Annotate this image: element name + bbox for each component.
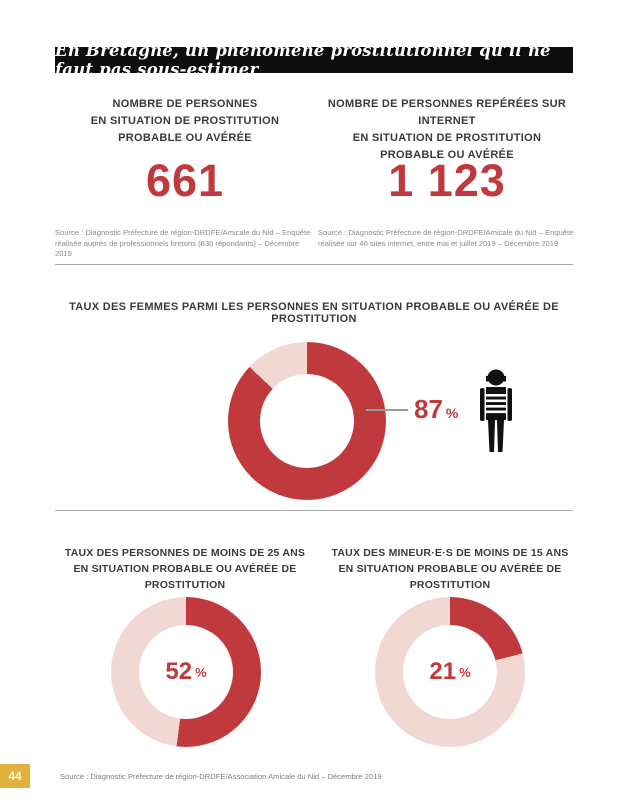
stat-right-source: Source : Diagnostic Préfecture de région… (318, 228, 574, 248)
section-divider (55, 264, 573, 265)
stat-left-title-line3: PROBABLE OU AVÉRÉE (118, 132, 252, 144)
footer-source: Source : Diagnostic Préfecture de région… (60, 772, 382, 781)
under15-percent-unit: % (459, 664, 471, 680)
page-number-badge: 44 (0, 764, 30, 788)
breton-woman-icon (480, 369, 512, 452)
women-section-title: TAUX DES FEMMES PARMI LES PERSONNES EN S… (69, 301, 559, 325)
under25-title-line2: EN SITUATION PROBABLE OU AVÉRÉE DE PROST… (73, 563, 297, 591)
stat-right-title-line2: EN SITUATION DE PROSTITUTION (352, 132, 542, 144)
stat-left-source: Source : Diagnostic Préfecture de région… (55, 228, 311, 258)
women-percent-label: 87 % (414, 394, 458, 425)
page-title: En Bretagne, un phénomène prostitutionne… (55, 41, 551, 79)
section-divider (55, 510, 573, 511)
stat-right-title-line1: NOMBRE DE PERSONNES REPÉRÉES SUR INTERNE… (327, 98, 567, 127)
donut-chart-under25: 52 % (111, 597, 261, 747)
donut-chart-under15-hole: 21 % (403, 625, 497, 719)
stat-left-value: 661 (145, 155, 225, 206)
women-percent-value: 87 (414, 394, 443, 424)
donut-chart-under25-hole: 52 % (139, 625, 233, 719)
stat-left-title-line2: EN SITUATION DE PROSTITUTION (90, 115, 280, 127)
donut-chart-women (228, 342, 386, 500)
under25-section-title: TAUX DES PERSONNES DE MOINS DE 25 ANS EN… (40, 545, 330, 593)
under15-section-title: TAUX DES MINEUR·E·S DE MOINS DE 15 ANS E… (310, 545, 590, 593)
donut-chart-under15: 21 % (375, 597, 525, 747)
donut-chart-women-hole (260, 374, 354, 468)
stat-right-value: 1 123 (388, 155, 506, 206)
stat-left-title-line1: NOMBRE DE PERSONNES (112, 98, 258, 110)
under25-percent-value: 52 (165, 658, 193, 685)
stat-left-title: NOMBRE DE PERSONNES EN SITUATION DE PROS… (40, 96, 330, 147)
women-percent-unit: % (445, 405, 459, 421)
under15-percent-value: 21 (429, 658, 457, 685)
under25-percent-unit: % (195, 664, 207, 680)
under25-title-line1: TAUX DES PERSONNES DE MOINS DE 25 ANS (64, 547, 306, 559)
stat-right-title-line3: PROBABLE OU AVÉRÉE (380, 149, 514, 161)
under15-title-line2: EN SITUATION PROBABLE OU AVÉRÉE DE PROST… (338, 563, 562, 591)
page-title-banner: En Bretagne, un phénomène prostitutionne… (55, 41, 573, 79)
donut-leader-line (366, 409, 408, 411)
under15-title-line1: TAUX DES MINEUR·E·S DE MOINS DE 15 ANS (331, 547, 569, 559)
stat-right-title: NOMBRE DE PERSONNES REPÉRÉES SUR INTERNE… (308, 96, 586, 164)
